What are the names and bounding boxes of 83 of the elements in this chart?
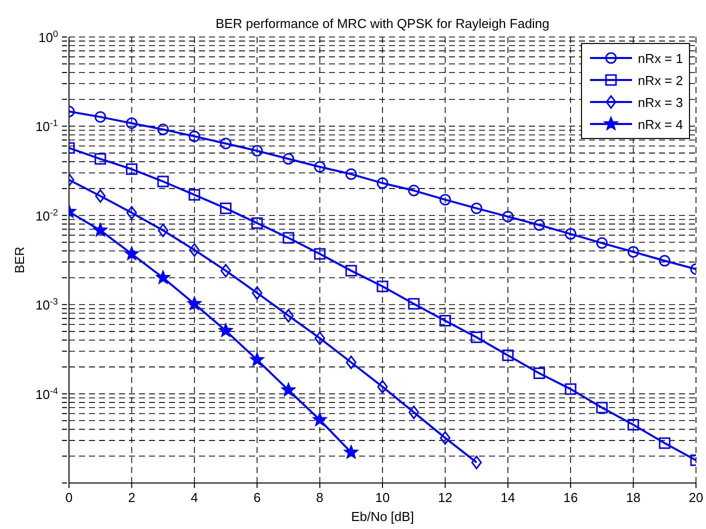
point bbox=[189, 243, 200, 257]
legend-label: nRx = 4 bbox=[638, 116, 683, 132]
point bbox=[376, 280, 388, 292]
legend-label: nRx = 3 bbox=[638, 94, 683, 110]
point bbox=[408, 298, 420, 310]
point bbox=[314, 248, 326, 260]
chart-title: BER performance of MRC with QPSK for Rayleigh Fading bbox=[216, 16, 550, 31]
x-tick-label: 2 bbox=[128, 490, 136, 505]
point bbox=[658, 255, 670, 267]
point bbox=[218, 323, 233, 337]
point bbox=[158, 224, 168, 238]
point bbox=[502, 210, 514, 222]
point bbox=[596, 237, 608, 249]
point bbox=[124, 246, 139, 260]
point bbox=[470, 202, 482, 214]
point bbox=[312, 412, 327, 426]
point bbox=[126, 117, 138, 129]
point bbox=[439, 314, 451, 326]
point bbox=[252, 286, 262, 300]
point bbox=[251, 217, 263, 229]
point bbox=[408, 184, 420, 196]
point bbox=[596, 402, 608, 414]
point bbox=[628, 418, 640, 430]
point bbox=[282, 232, 294, 244]
x-tick-label: 20 bbox=[688, 490, 704, 505]
point bbox=[188, 130, 200, 142]
point bbox=[534, 367, 545, 379]
point bbox=[157, 124, 169, 136]
point bbox=[93, 222, 108, 237]
point bbox=[95, 189, 106, 203]
point bbox=[281, 382, 296, 396]
point bbox=[345, 168, 357, 180]
x-tick-label: 8 bbox=[316, 490, 324, 505]
y-tick-label: 10$^{-3}$ bbox=[35, 296, 58, 313]
point bbox=[345, 264, 357, 276]
point bbox=[220, 202, 232, 214]
point bbox=[156, 270, 170, 284]
point bbox=[344, 444, 358, 459]
x-tick-label: 18 bbox=[626, 490, 641, 505]
point bbox=[220, 138, 232, 150]
legend-label: nRx = 1 bbox=[638, 50, 683, 66]
x-axis-title: Eb/No [dB] bbox=[351, 509, 414, 524]
point bbox=[282, 153, 294, 165]
point bbox=[187, 296, 202, 310]
point bbox=[376, 177, 388, 189]
point bbox=[564, 383, 576, 395]
point bbox=[440, 431, 450, 445]
y-tick-label: 10$^{-1}$ bbox=[35, 118, 58, 134]
point bbox=[94, 111, 106, 123]
point bbox=[94, 153, 106, 165]
x-tick-label: 4 bbox=[190, 490, 198, 505]
x-tick-label: 12 bbox=[438, 490, 452, 505]
y-tick-label: 10$^{-4}$ bbox=[35, 386, 58, 402]
point bbox=[502, 350, 514, 362]
point bbox=[314, 331, 326, 345]
x-tick-label: 16 bbox=[563, 490, 578, 505]
point bbox=[346, 356, 356, 370]
point bbox=[377, 380, 388, 394]
y-axis-title: BER bbox=[12, 246, 27, 274]
point bbox=[658, 437, 670, 449]
point bbox=[250, 352, 264, 366]
y-tick-label: 10$^{-2}$ bbox=[35, 207, 58, 224]
point bbox=[471, 456, 482, 470]
x-tick-label: 0 bbox=[65, 490, 73, 505]
point bbox=[408, 406, 420, 420]
point bbox=[220, 264, 231, 278]
point bbox=[126, 163, 138, 175]
legend-label: nRx = 2 bbox=[638, 72, 683, 88]
point bbox=[251, 145, 263, 157]
point bbox=[188, 189, 200, 201]
x-tick-label: 6 bbox=[253, 490, 261, 505]
point bbox=[534, 219, 545, 231]
point bbox=[470, 332, 482, 344]
x-tick-label: 14 bbox=[500, 490, 516, 505]
point bbox=[439, 194, 451, 206]
point bbox=[283, 308, 294, 322]
point bbox=[628, 246, 640, 258]
point bbox=[314, 161, 326, 173]
point bbox=[126, 206, 137, 220]
y-tick-label: 10$^{0}$ bbox=[38, 29, 58, 45]
x-tick-label: 10 bbox=[375, 490, 390, 505]
point bbox=[564, 228, 576, 240]
point bbox=[157, 176, 169, 188]
